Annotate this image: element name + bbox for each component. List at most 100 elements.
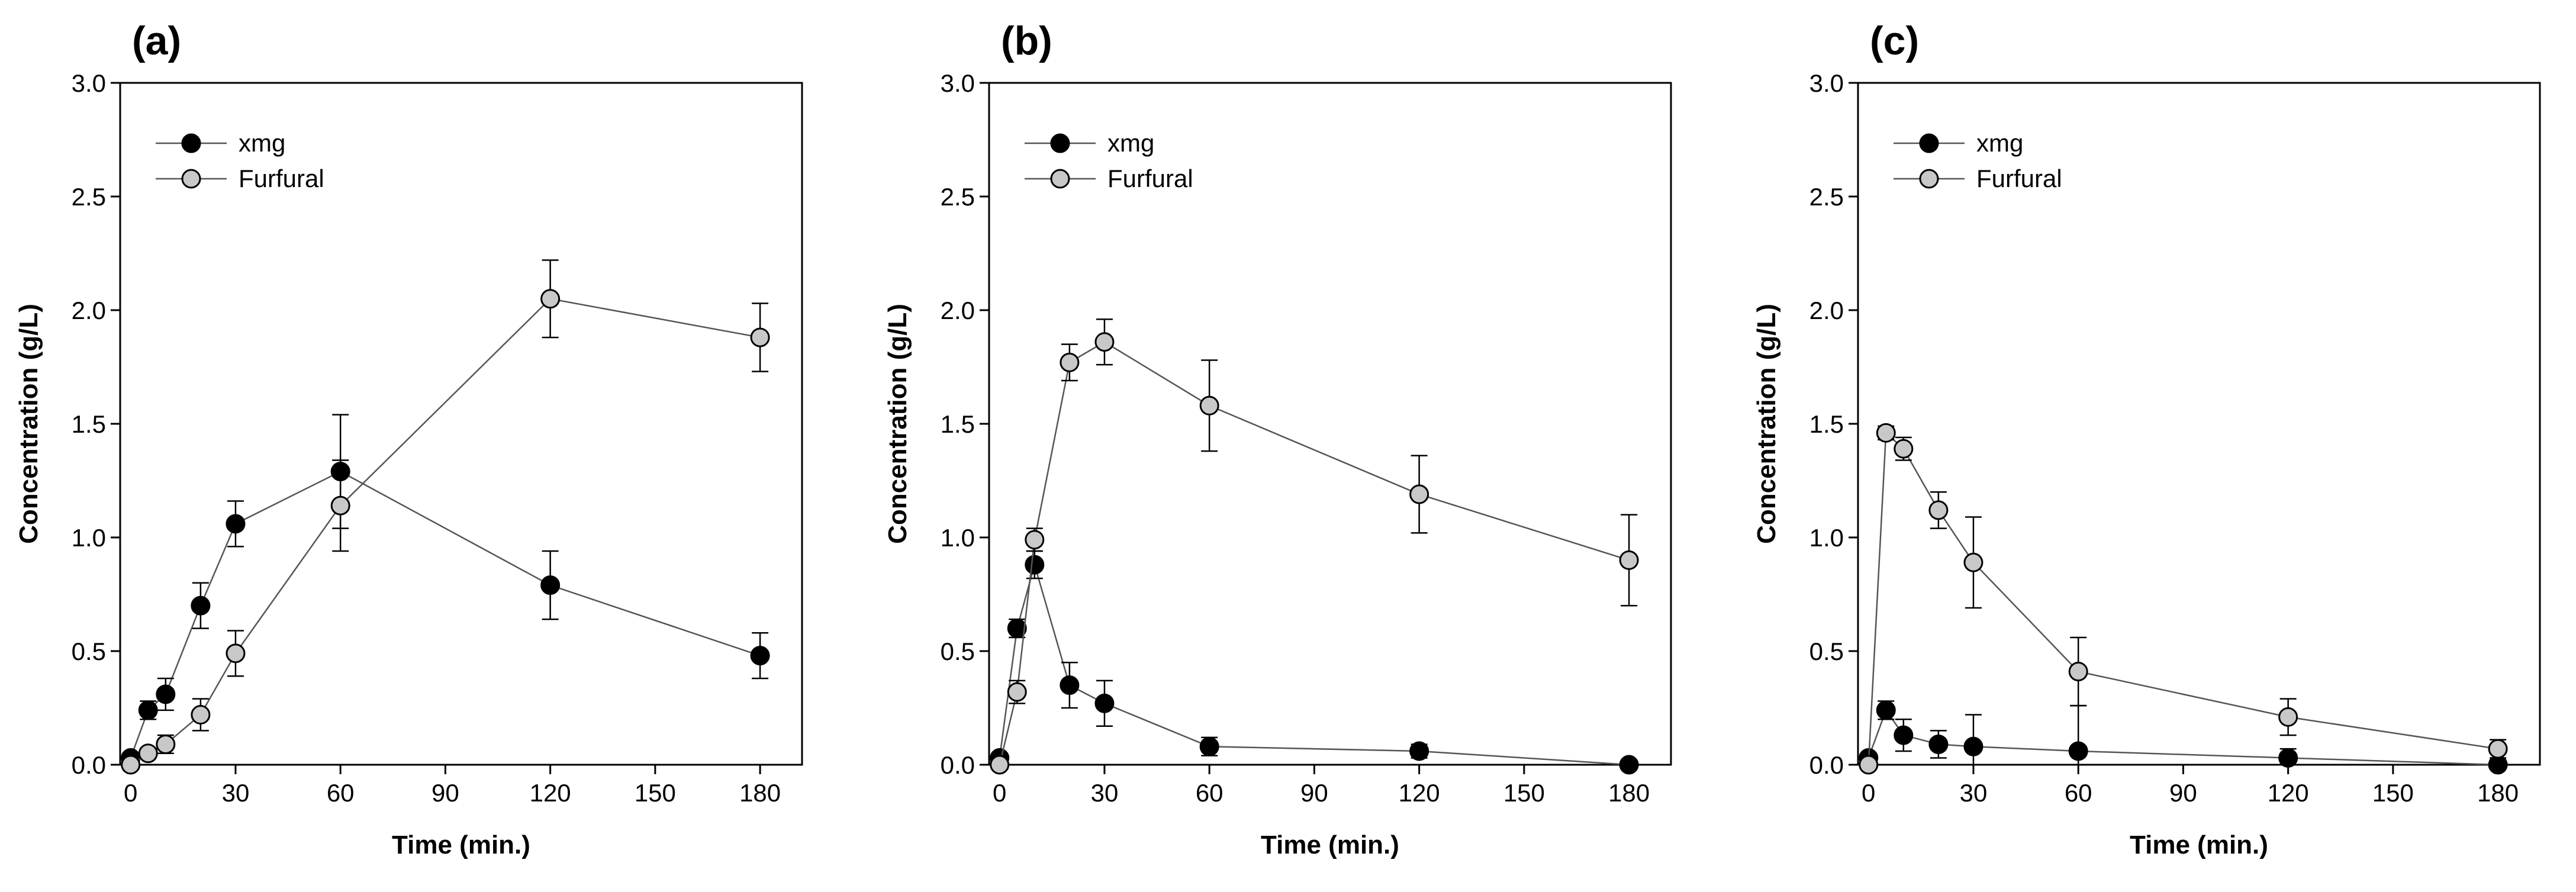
y-tick-label: 0.5 xyxy=(941,637,975,665)
x-tick-label: 120 xyxy=(1399,779,1440,807)
series-furfural-point xyxy=(2488,739,2508,759)
x-axis-title: Time (min.) xyxy=(2130,830,2268,859)
series-xmg-point xyxy=(226,514,246,534)
legend: xmg Furfural xyxy=(1894,129,2062,192)
legend-label: xmg xyxy=(239,129,285,157)
series-furfural-line xyxy=(130,298,761,766)
chart-panel-b: (b) 0 30 60 90 120 150 180 0.0 0.5 1.0 1.5 2.0 2.5 3.0… xyxy=(883,18,1672,859)
x-tick-label: 150 xyxy=(635,779,676,807)
series-furfural-point xyxy=(1007,682,1027,702)
y-tick-label: 3.0 xyxy=(941,69,975,97)
y-axis-title: Concentration (g/L) xyxy=(1752,304,1781,544)
series-xmg-line xyxy=(1867,709,2498,766)
x-tick-label: 60 xyxy=(1196,779,1223,807)
series-furfural-point xyxy=(750,327,770,347)
series-furfural-point xyxy=(1199,395,1219,416)
series-furfural xyxy=(990,318,1639,775)
series-xmg xyxy=(121,414,770,768)
legend-label: xmg xyxy=(1976,129,2023,157)
plot-frame xyxy=(119,82,803,766)
y-tick-label: 1.5 xyxy=(941,410,975,438)
series-xmg-point xyxy=(1199,736,1219,756)
legend-marker xyxy=(181,133,201,153)
y-tick-label: 3.0 xyxy=(72,69,106,97)
panel-label: (b) xyxy=(1001,18,1052,63)
x-tick-label: 0 xyxy=(993,779,1006,807)
legend: xmg Furfural xyxy=(156,129,324,192)
series-xmg-point xyxy=(1060,675,1080,695)
plot-frame xyxy=(1857,82,2541,766)
legend-marker xyxy=(1050,169,1070,189)
y-tick-label: 1.5 xyxy=(1809,410,1844,438)
series-xmg-point xyxy=(2278,748,2298,768)
y-tick-label: 3.0 xyxy=(1809,69,1844,97)
x-tick-label: 30 xyxy=(1960,779,1988,807)
series-xmg xyxy=(1859,700,2508,775)
series-xmg-line xyxy=(130,471,761,758)
x-tick-label: 90 xyxy=(432,779,459,807)
x-tick-label: 150 xyxy=(1503,779,1545,807)
chart-panel-c: (c) 0 30 60 90 120 150 180 0.0 0.5 1.0 1.5 2.0 2.5 3.0… xyxy=(1752,18,2541,859)
series-furfural-point xyxy=(1859,755,1879,775)
y-tick-label: 1.0 xyxy=(1809,524,1844,552)
y-axis-title: Concentration (g/L) xyxy=(14,304,43,544)
chart-panel-a: (a) 0 30 60 90 120 150 180 0.0 0.5 1.0 1.5 2.0 2.5 3.0… xyxy=(14,18,803,859)
series-xmg-point xyxy=(156,684,176,704)
legend-marker xyxy=(181,169,201,189)
y-tick-label: 0.0 xyxy=(1809,751,1844,779)
legend: xmg Furfural xyxy=(1025,129,1193,192)
x-tick-label: 60 xyxy=(2065,779,2092,807)
series-furfural-point xyxy=(1409,484,1429,504)
y-tick-label: 0.5 xyxy=(72,637,106,665)
y-tick-label: 2.0 xyxy=(72,297,106,324)
series-furfural-point xyxy=(990,755,1010,775)
series-xmg-point xyxy=(1007,619,1027,639)
panel-label: (a) xyxy=(132,18,181,63)
series-xmg-point xyxy=(1876,700,1896,720)
y-tick-label: 2.5 xyxy=(72,183,106,211)
y-tick-label: 0.0 xyxy=(72,751,106,779)
panel-label: (c) xyxy=(1870,18,1919,63)
legend-label: Furfural xyxy=(1976,165,2062,192)
x-tick-label: 90 xyxy=(2169,779,2197,807)
legend-marker xyxy=(1919,169,1939,189)
y-tick-label: 2.5 xyxy=(1809,183,1844,211)
series-xmg-point xyxy=(1928,734,1949,754)
y-tick-label: 1.5 xyxy=(72,410,106,438)
series-furfural-line xyxy=(999,341,1630,765)
series-furfural-point xyxy=(138,743,158,764)
series-furfural-point xyxy=(1619,550,1639,570)
series-furfural-point xyxy=(226,643,246,664)
series-xmg-point xyxy=(191,595,211,616)
series-xmg-point xyxy=(1025,555,1045,575)
x-tick-label: 120 xyxy=(2268,779,2309,807)
series-furfural-point xyxy=(1894,439,1914,459)
series-furfural-point xyxy=(1094,332,1115,352)
y-tick-label: 2.5 xyxy=(941,183,975,211)
series-xmg-point xyxy=(540,575,561,595)
x-axis-title: Time (min.) xyxy=(392,830,530,859)
x-tick-label: 30 xyxy=(1091,779,1119,807)
y-axis-title: Concentration (g/L) xyxy=(883,304,912,544)
x-axis-title: Time (min.) xyxy=(1261,830,1399,859)
series-furfural-point xyxy=(1963,552,1983,572)
series-furfural-point xyxy=(2068,662,2088,682)
y-tick-label: 1.0 xyxy=(941,524,975,552)
x-tick-label: 120 xyxy=(530,779,571,807)
y-tick-label: 1.0 xyxy=(72,524,106,552)
series-xmg-point xyxy=(1619,755,1639,775)
x-tick-label: 90 xyxy=(1300,779,1328,807)
series-xmg-point xyxy=(1963,736,1983,756)
y-tick-label: 0.5 xyxy=(1809,637,1844,665)
x-tick-label: 180 xyxy=(739,779,781,807)
series-furfural-point xyxy=(156,734,176,754)
legend-label: Furfural xyxy=(239,165,324,192)
x-tick-label: 180 xyxy=(1608,779,1650,807)
series-xmg-point xyxy=(1894,725,1914,745)
x-tick-label: 30 xyxy=(222,779,250,807)
legend-label: Furfural xyxy=(1107,165,1193,192)
series-xmg-point xyxy=(1409,741,1429,761)
legend-label: xmg xyxy=(1107,129,1154,157)
legend-marker xyxy=(1919,133,1939,153)
